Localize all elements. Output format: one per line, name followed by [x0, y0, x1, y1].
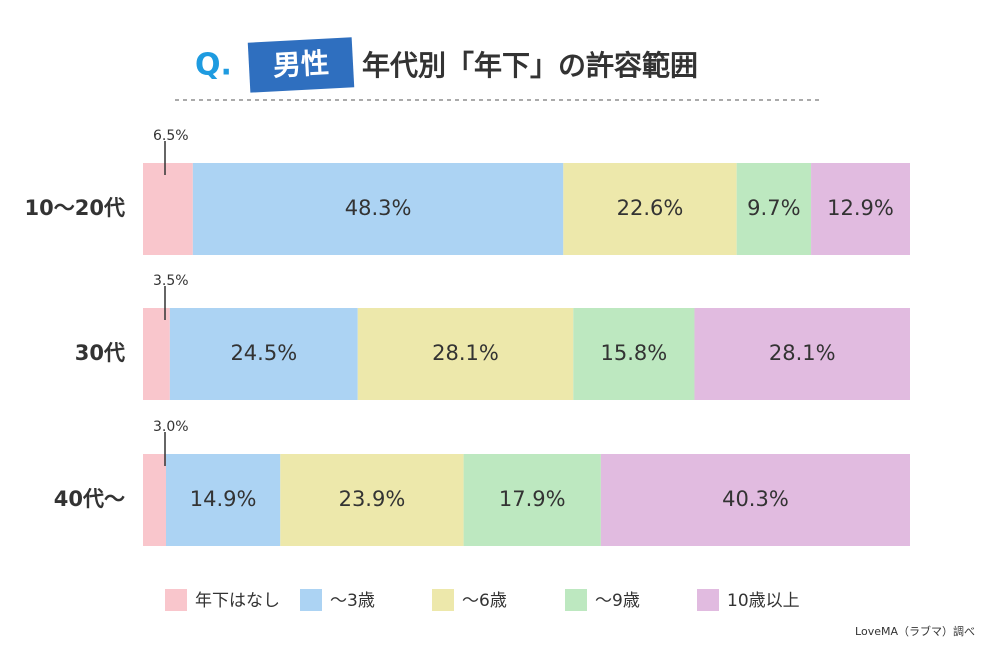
value-label: 6.5%	[153, 128, 189, 144]
legend-label: 〜9歳	[595, 591, 640, 611]
legend-swatch	[697, 589, 719, 611]
value-label: 28.1%	[769, 341, 836, 365]
value-label: 17.9%	[499, 487, 566, 511]
legend-label: 〜6歳	[462, 591, 507, 611]
bar-segment	[463, 454, 601, 546]
legend-swatch	[300, 589, 322, 611]
value-label: 40.3%	[722, 487, 789, 511]
legend-swatch	[165, 589, 187, 611]
bar-segment	[143, 308, 170, 400]
bar-segment	[357, 308, 574, 400]
title-badge: 男性	[272, 47, 330, 83]
value-label: 24.5%	[230, 341, 297, 365]
value-label: 3.5%	[153, 273, 189, 289]
bar-segment	[143, 163, 193, 255]
title-prefix: Q.	[195, 48, 232, 83]
bar-segment	[811, 163, 910, 255]
bar-segment	[169, 308, 358, 400]
bar-segment	[143, 454, 167, 546]
bar-segment	[280, 454, 464, 546]
value-label: 28.1%	[432, 341, 499, 365]
legend-label: 年下はなし	[195, 591, 280, 611]
value-label: 12.9%	[827, 196, 894, 220]
bar-segment	[563, 163, 737, 255]
value-label: 15.8%	[601, 341, 668, 365]
bar-segment	[192, 163, 564, 255]
bar-segment	[573, 308, 695, 400]
category-label: 10〜20代	[25, 196, 125, 220]
value-label: 9.7%	[747, 196, 800, 220]
title-badge-bg	[247, 37, 355, 93]
value-label: 22.6%	[617, 196, 684, 220]
bar-segment	[600, 454, 910, 546]
source: LoveMA（ラブマ）調べ	[855, 624, 975, 638]
category-label: 30代	[75, 341, 125, 365]
bar-segment	[694, 308, 910, 400]
value-label: 14.9%	[190, 487, 257, 511]
legend-label: 10歳以上	[727, 591, 800, 611]
legend-swatch	[432, 589, 454, 611]
value-label: 48.3%	[345, 196, 412, 220]
legend-label: 〜3歳	[330, 591, 375, 611]
value-label: 3.0%	[153, 419, 189, 435]
bar-segment	[736, 163, 812, 255]
value-label: 23.9%	[339, 487, 406, 511]
chart-title: 年代別「年下」の許容範囲	[362, 49, 698, 82]
legend-swatch	[565, 589, 587, 611]
category-label: 40代〜	[54, 487, 125, 511]
bar-segment	[166, 454, 281, 546]
